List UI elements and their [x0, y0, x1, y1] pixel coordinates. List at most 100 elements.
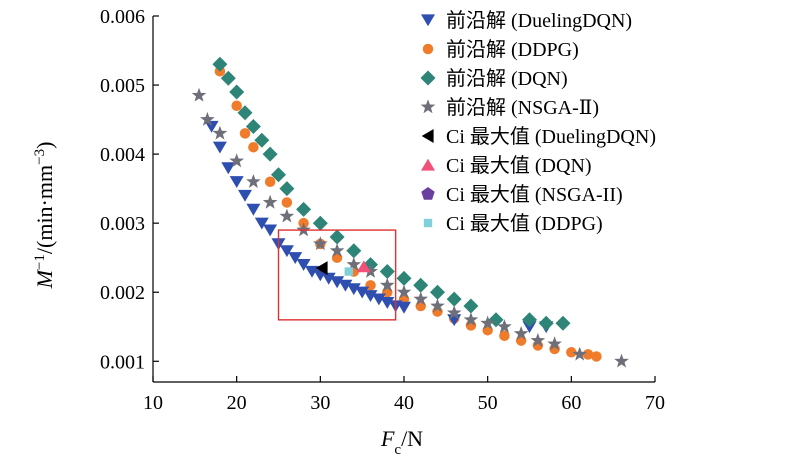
data-point [488, 312, 504, 328]
data-point [614, 353, 629, 368]
data-point [463, 312, 479, 327]
y-axis-title-unit: /(min·mm [32, 165, 57, 254]
data-point [279, 181, 295, 197]
y-axis-title-close: ) [32, 142, 57, 149]
data-point [313, 236, 328, 251]
data-point [263, 224, 278, 237]
data-point [446, 305, 462, 320]
data-point [262, 194, 278, 209]
data-point [480, 315, 495, 330]
x-tick-label: 20 [227, 392, 247, 414]
data-point [499, 330, 510, 341]
legend-item: Ci 最大值 (DDPG) [423, 212, 603, 235]
legend-label: Ci 最大值 (DQN) [446, 154, 592, 177]
data-point [413, 291, 429, 306]
data-point [246, 203, 261, 216]
data-point [338, 279, 353, 292]
data-point [591, 351, 602, 362]
data-point [380, 297, 395, 309]
data-point [379, 277, 395, 292]
legend-item: Ci 最大值 (DQN) [421, 154, 592, 177]
data-point [221, 162, 236, 175]
data-point [271, 167, 286, 183]
data-point [238, 189, 252, 202]
data-point [229, 84, 245, 100]
series-3 [191, 87, 629, 368]
data-point [497, 319, 512, 333]
data-point [254, 132, 270, 148]
data-point [239, 128, 251, 139]
data-point [296, 259, 311, 271]
legend-marker [421, 14, 435, 27]
legend-label: Ci 最大值 (DDPG) [446, 212, 603, 235]
data-point [220, 70, 236, 86]
legend-marker [421, 187, 435, 200]
y-axis-title-unit-sup: −3 [32, 149, 48, 165]
series-5 [356, 260, 371, 273]
legend-item: Ci 最大值 (DuelingDQN) [421, 125, 656, 148]
data-point [245, 119, 261, 134]
data-point [246, 174, 261, 188]
legend-item: 前沿解 (DQN) [420, 67, 568, 90]
data-point [355, 286, 370, 299]
data-point [415, 300, 426, 312]
x-tick-label: 10 [143, 392, 163, 414]
data-point [329, 243, 345, 257]
x-axis-title-unit: /N [401, 426, 423, 451]
data-point [254, 217, 269, 230]
data-point [212, 56, 228, 72]
data-point [281, 197, 293, 208]
plot-area [191, 56, 629, 368]
data-point [413, 277, 429, 293]
y-axis-ticks: 0.001 0.002 0.003 0.004 0.005 0.006 [100, 6, 159, 373]
data-point [262, 146, 278, 162]
data-point [279, 208, 295, 223]
legend-label: Ci 最大值 (DuelingDQN) [446, 125, 656, 148]
legend-label: Ci 最大值 (NSGA-II) [446, 183, 623, 206]
data-point [430, 298, 445, 313]
data-point [547, 336, 562, 351]
data-point [229, 153, 244, 168]
y-tick-label: 0.006 [100, 6, 145, 28]
data-point [344, 267, 353, 276]
data-point [346, 243, 362, 259]
y-tick-label: 0.002 [100, 282, 145, 304]
data-point [279, 245, 294, 258]
data-point [522, 312, 537, 328]
data-point [264, 176, 276, 187]
data-point [231, 100, 242, 112]
y-axis-title: M−1/(min·mm−3) [32, 142, 57, 290]
data-point [538, 315, 554, 331]
data-point [331, 252, 343, 263]
legend-item: 前沿解 (NSGA-Ⅱ) [420, 96, 599, 119]
data-point [330, 276, 345, 289]
legend-item: Ci 最大值 (NSGA-II) [421, 183, 623, 206]
data-point [288, 252, 303, 264]
x-tick-label: 50 [478, 392, 498, 414]
data-point [566, 347, 577, 358]
legend-marker [420, 70, 436, 86]
data-point [200, 111, 215, 126]
data-point [346, 256, 362, 271]
x-tick-label: 60 [561, 392, 581, 414]
x-axis-ticks: 10 20 30 40 50 60 70 [143, 376, 665, 414]
y-axis-title-var: M [32, 268, 57, 289]
data-point [248, 141, 259, 153]
data-point [530, 332, 546, 347]
data-point [312, 215, 328, 231]
series-7 [344, 267, 353, 276]
data-point [315, 261, 328, 276]
highlight-box [277, 229, 397, 321]
x-axis-title: Fc/N [380, 426, 423, 456]
data-point [555, 315, 571, 331]
series-4 [315, 261, 328, 276]
data-point [212, 125, 228, 140]
data-point [204, 120, 219, 133]
y-tick-label: 0.001 [100, 351, 145, 373]
data-point [229, 176, 244, 188]
data-point [446, 291, 462, 307]
data-point [430, 284, 445, 300]
legend: 前沿解 (DuelingDQN) 前沿解 (DDPG) 前沿解 (DQN) 前沿解 (… [420, 9, 656, 235]
legend-marker [420, 99, 436, 114]
